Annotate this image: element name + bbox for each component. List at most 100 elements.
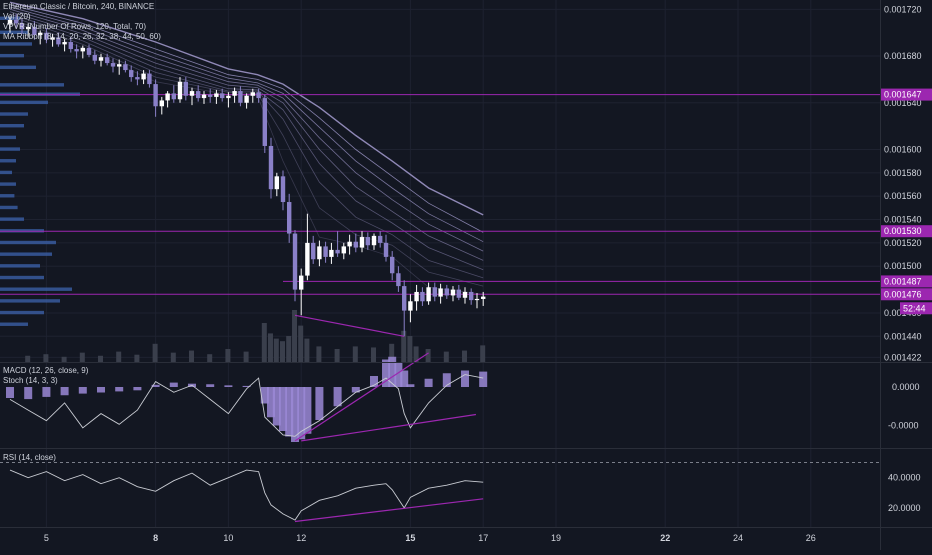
volume-bar <box>189 350 194 362</box>
price-tick-label: 0.001440 <box>884 331 922 341</box>
candle-body <box>390 256 395 274</box>
ma-ribbon-line <box>9 8 484 252</box>
candle-body <box>481 296 486 299</box>
candle-body <box>353 241 358 248</box>
vpvr-bar <box>0 159 16 163</box>
candle-body <box>462 291 468 298</box>
candle-body <box>226 95 231 99</box>
candle-body <box>432 287 437 297</box>
macd-divergence-line[interactable] <box>294 352 429 442</box>
volume-bar <box>480 345 486 362</box>
vol-legend[interactable]: Vol (20) <box>3 12 31 21</box>
rsi-line <box>9 469 484 521</box>
volume-bar <box>425 349 431 362</box>
volume-bar <box>273 338 279 362</box>
candle-body <box>426 287 431 302</box>
rsi-legend-label[interactable]: RSI (14, close) <box>3 453 56 462</box>
macd-legend: MACD (12, 26, close, 9) Stoch (14, 3, 3) <box>3 366 88 386</box>
main-legend: Ethereum Classic / Bitcoin, 240, BINANCE… <box>3 2 161 42</box>
price-divergence-line[interactable] <box>294 314 405 337</box>
vpvr-bar <box>0 217 24 221</box>
price-axis: 0.001720 0.001680 0.001640 0.001600 0.001580… <box>881 4 932 513</box>
macd-divergence-line[interactable] <box>301 413 477 442</box>
symbol-title[interactable]: Ethereum Classic / Bitcoin, 240, BINANCE <box>3 2 155 11</box>
candle-body <box>238 91 243 103</box>
candle-body <box>383 242 389 257</box>
macd-histogram-bar <box>133 387 142 391</box>
vpvr-bar <box>0 170 12 175</box>
countdown-box <box>900 302 932 315</box>
macd-legend-label[interactable]: MACD (12, 26, close, 9) <box>3 366 89 375</box>
price-label-text: 0.001647 <box>884 90 922 100</box>
macd-histogram-bar <box>400 370 409 387</box>
candle-body <box>208 94 213 97</box>
volume-bar <box>267 333 273 362</box>
price-tick-label: 0.001500 <box>884 261 922 271</box>
candle-body <box>189 91 195 96</box>
vpvr-legend[interactable]: VPVR (Number Of Rows, 120, Total, 70) <box>3 22 147 31</box>
volume-bar <box>134 354 140 362</box>
ma-ribbon-line <box>9 1 484 216</box>
candle-body <box>456 289 462 298</box>
candle-body <box>62 42 67 45</box>
macd-histogram-bar <box>479 371 488 387</box>
macd-histogram-bar <box>315 387 324 420</box>
stoch-line <box>9 374 484 437</box>
time-tick-label: 19 <box>551 533 561 543</box>
candle-body <box>74 49 79 52</box>
volume-bar <box>389 343 395 362</box>
grid-layer <box>0 0 880 527</box>
rsi-divergence-line[interactable] <box>294 498 484 523</box>
time-axis: 5 8 10 12 15 17 19 22 24 26 <box>44 533 816 543</box>
price-tick-label: 0.001680 <box>884 51 922 61</box>
time-tick-label: 10 <box>223 533 233 543</box>
candle-body <box>13 19 19 24</box>
macd-tick-label: 0.0000 <box>892 382 920 392</box>
macd-histogram-bar <box>333 387 342 407</box>
vpvr-bar <box>0 124 24 128</box>
macd-histogram-bar <box>303 387 312 434</box>
macd-histogram-bar <box>97 387 105 393</box>
candle-body <box>68 42 73 50</box>
time-tick-label: 24 <box>733 533 743 543</box>
ma-ribbon-line <box>9 11 484 261</box>
macd-histogram-bar <box>169 382 178 387</box>
rsi-tick-label: 40.0000 <box>888 473 921 483</box>
candle-body <box>92 54 98 61</box>
macd-pane <box>6 352 488 442</box>
macd-histogram-bar <box>115 387 124 392</box>
macd-histogram-bar <box>60 387 69 396</box>
ma-ribbon-line <box>9 15 484 279</box>
volume-bar <box>462 350 467 362</box>
macd-histogram-bar <box>291 387 300 442</box>
macd-histogram-bar <box>461 370 469 387</box>
candle-body <box>220 93 225 99</box>
price-tick-label: 0.001540 <box>884 215 922 225</box>
stoch-legend-label[interactable]: Stoch (14, 3, 3) <box>3 376 58 385</box>
macd-histogram-bar <box>424 378 433 387</box>
macd-histogram-bar <box>279 387 287 431</box>
vpvr-bar <box>0 310 44 315</box>
ma-ribbon-line <box>9 6 484 243</box>
candle-body <box>123 64 128 71</box>
candle-body <box>98 57 104 61</box>
volume-bar <box>413 346 419 362</box>
candle-body <box>80 47 85 52</box>
macd-histogram-bar <box>297 387 306 440</box>
candle-body <box>165 93 170 101</box>
macd-tick-label: -0.0000 <box>888 421 919 431</box>
volume-bar <box>98 355 103 362</box>
ma-ribbon-legend[interactable]: MA Ribbon (8, 14, 20, 26, 32, 38, 44, 50… <box>3 32 161 41</box>
candles-layer <box>7 14 486 337</box>
candle-body <box>371 235 377 246</box>
macd-histogram-bar <box>6 387 14 398</box>
price-label-box <box>881 88 932 101</box>
macd-histogram-bar <box>406 384 415 387</box>
time-tick-label: 15 <box>405 533 415 543</box>
volume-bar <box>152 343 158 362</box>
volume-bar <box>298 325 304 362</box>
candle-body <box>38 32 43 36</box>
